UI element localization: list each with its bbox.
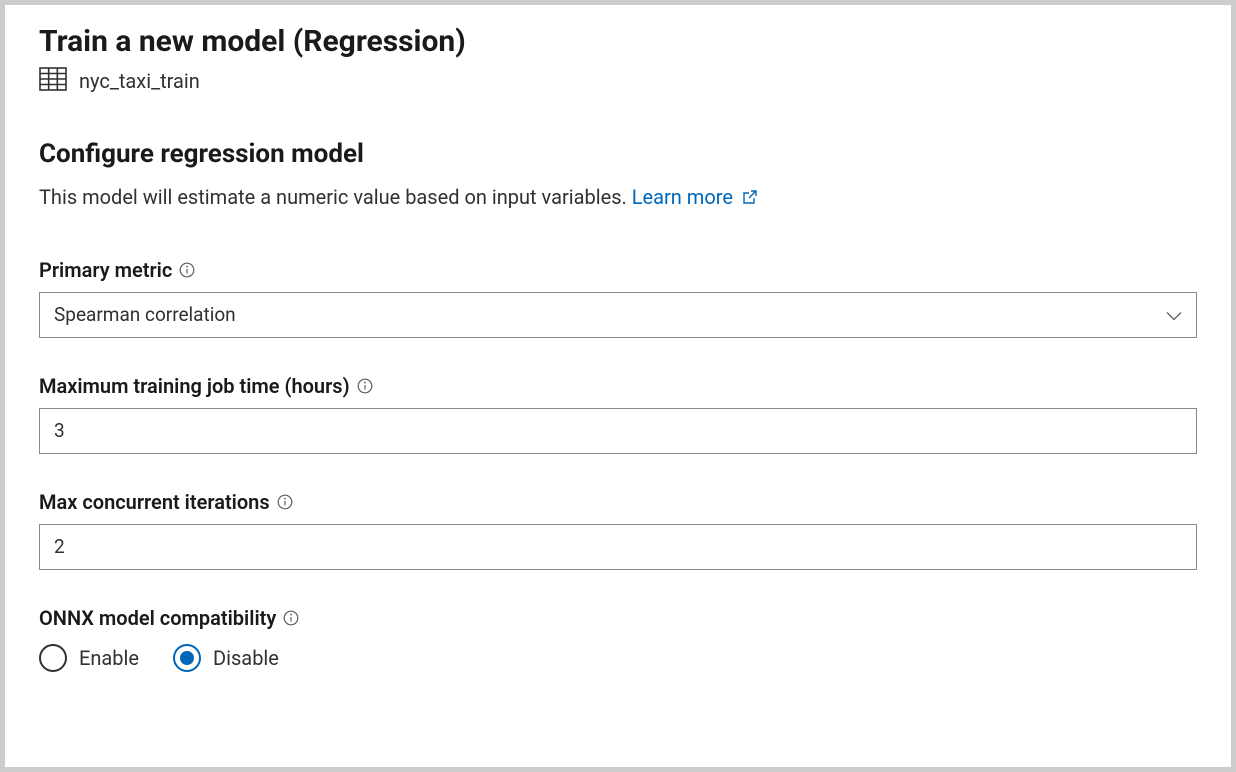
radio-circle-selected-icon [173, 644, 201, 672]
info-icon[interactable] [356, 377, 374, 395]
page-title: Train a new model (Regression) [39, 23, 1197, 61]
section-description: This model will estimate a numeric value… [39, 183, 1197, 212]
field-max-training-time: Maximum training job time (hours) [39, 374, 1197, 454]
section-description-text: This model will estimate a numeric value… [39, 185, 632, 209]
onnx-enable-label: Enable [79, 646, 139, 670]
onnx-disable-label: Disable [213, 646, 279, 670]
max-concurrent-label-row: Max concurrent iterations [39, 490, 1197, 514]
max-concurrent-label: Max concurrent iterations [39, 490, 270, 514]
primary-metric-label: Primary metric [39, 258, 172, 282]
learn-more-label: Learn more [632, 185, 733, 209]
max-training-time-label-row: Maximum training job time (hours) [39, 374, 1197, 398]
field-primary-metric: Primary metric Spearman correlation [39, 258, 1197, 338]
primary-metric-label-row: Primary metric [39, 258, 1197, 282]
form-panel: Train a new model (Regression) nyc_taxi_… [5, 5, 1231, 767]
radio-circle-icon [39, 644, 67, 672]
section-title: Configure regression model [39, 139, 1197, 169]
dataset-row: nyc_taxi_train [39, 67, 1197, 95]
table-grid-icon [39, 67, 67, 95]
onnx-label-row: ONNX model compatibility [39, 606, 1197, 630]
field-onnx: ONNX model compatibility Enable Disable [39, 606, 1197, 672]
onnx-radio-group: Enable Disable [39, 644, 1197, 672]
max-concurrent-input[interactable] [39, 524, 1197, 570]
dataset-name: nyc_taxi_train [79, 69, 200, 93]
info-icon[interactable] [178, 261, 196, 279]
onnx-radio-enable[interactable]: Enable [39, 644, 139, 672]
chevron-down-icon [1166, 303, 1182, 326]
primary-metric-value: Spearman correlation [54, 303, 236, 326]
info-icon[interactable] [282, 609, 300, 627]
learn-more-link[interactable]: Learn more [632, 185, 758, 209]
onnx-label: ONNX model compatibility [39, 606, 276, 630]
primary-metric-select[interactable]: Spearman correlation [39, 292, 1197, 338]
max-training-time-input[interactable] [39, 408, 1197, 454]
max-training-time-label: Maximum training job time (hours) [39, 374, 350, 398]
field-max-concurrent: Max concurrent iterations [39, 490, 1197, 570]
onnx-radio-disable[interactable]: Disable [173, 644, 279, 672]
info-icon[interactable] [276, 493, 294, 511]
external-link-icon [742, 184, 758, 212]
